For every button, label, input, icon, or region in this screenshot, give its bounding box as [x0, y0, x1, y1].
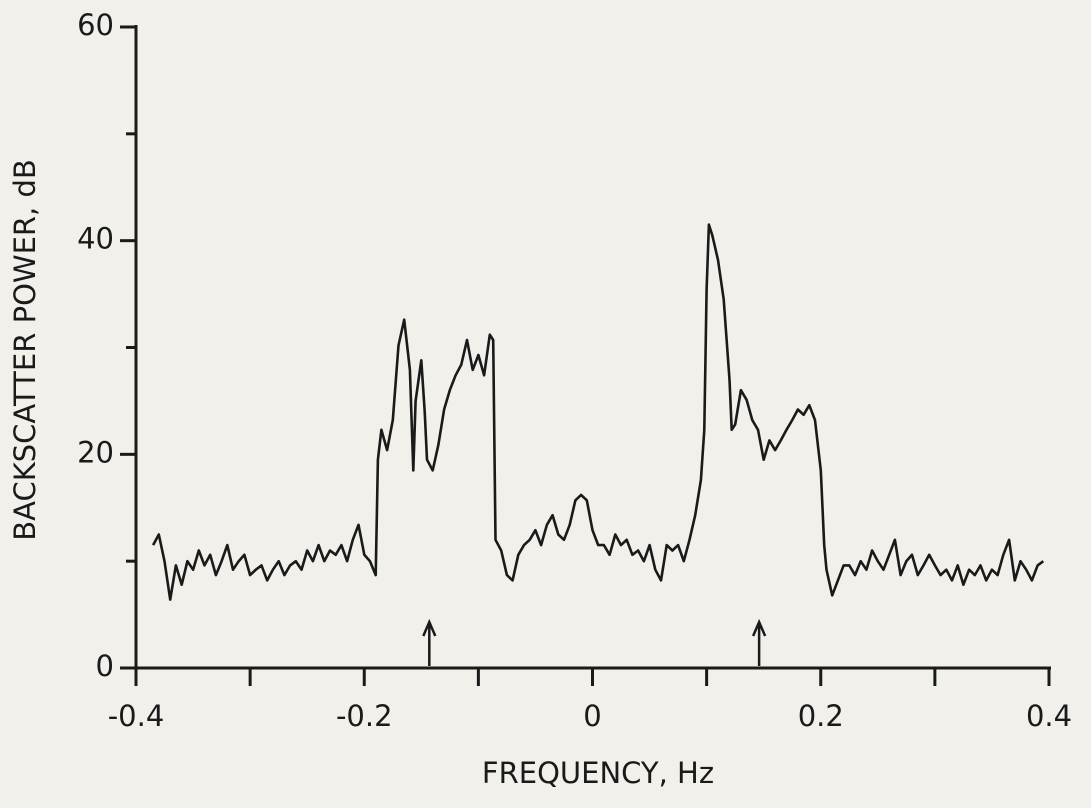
x-tick-label: 0.4 — [1026, 699, 1072, 733]
x-axis-label: FREQUENCY, Hz — [482, 756, 714, 790]
data-line — [151, 223, 1045, 601]
y-axis-label: BACKSCATTER POWER, dB — [8, 159, 42, 541]
x-tick-label: 0.2 — [798, 699, 844, 733]
x-tick-label: 0 — [583, 699, 601, 733]
x-tick-label: -0.2 — [336, 699, 393, 733]
arrow-marker — [422, 618, 437, 666]
y-tick-label: 0 — [96, 649, 114, 683]
y-tick-label: 60 — [77, 8, 114, 42]
y-tick-label: 40 — [77, 222, 114, 256]
arrow-marker — [751, 618, 767, 666]
y-tick-label: 20 — [77, 435, 114, 469]
x-tick-label: -0.4 — [108, 699, 165, 733]
